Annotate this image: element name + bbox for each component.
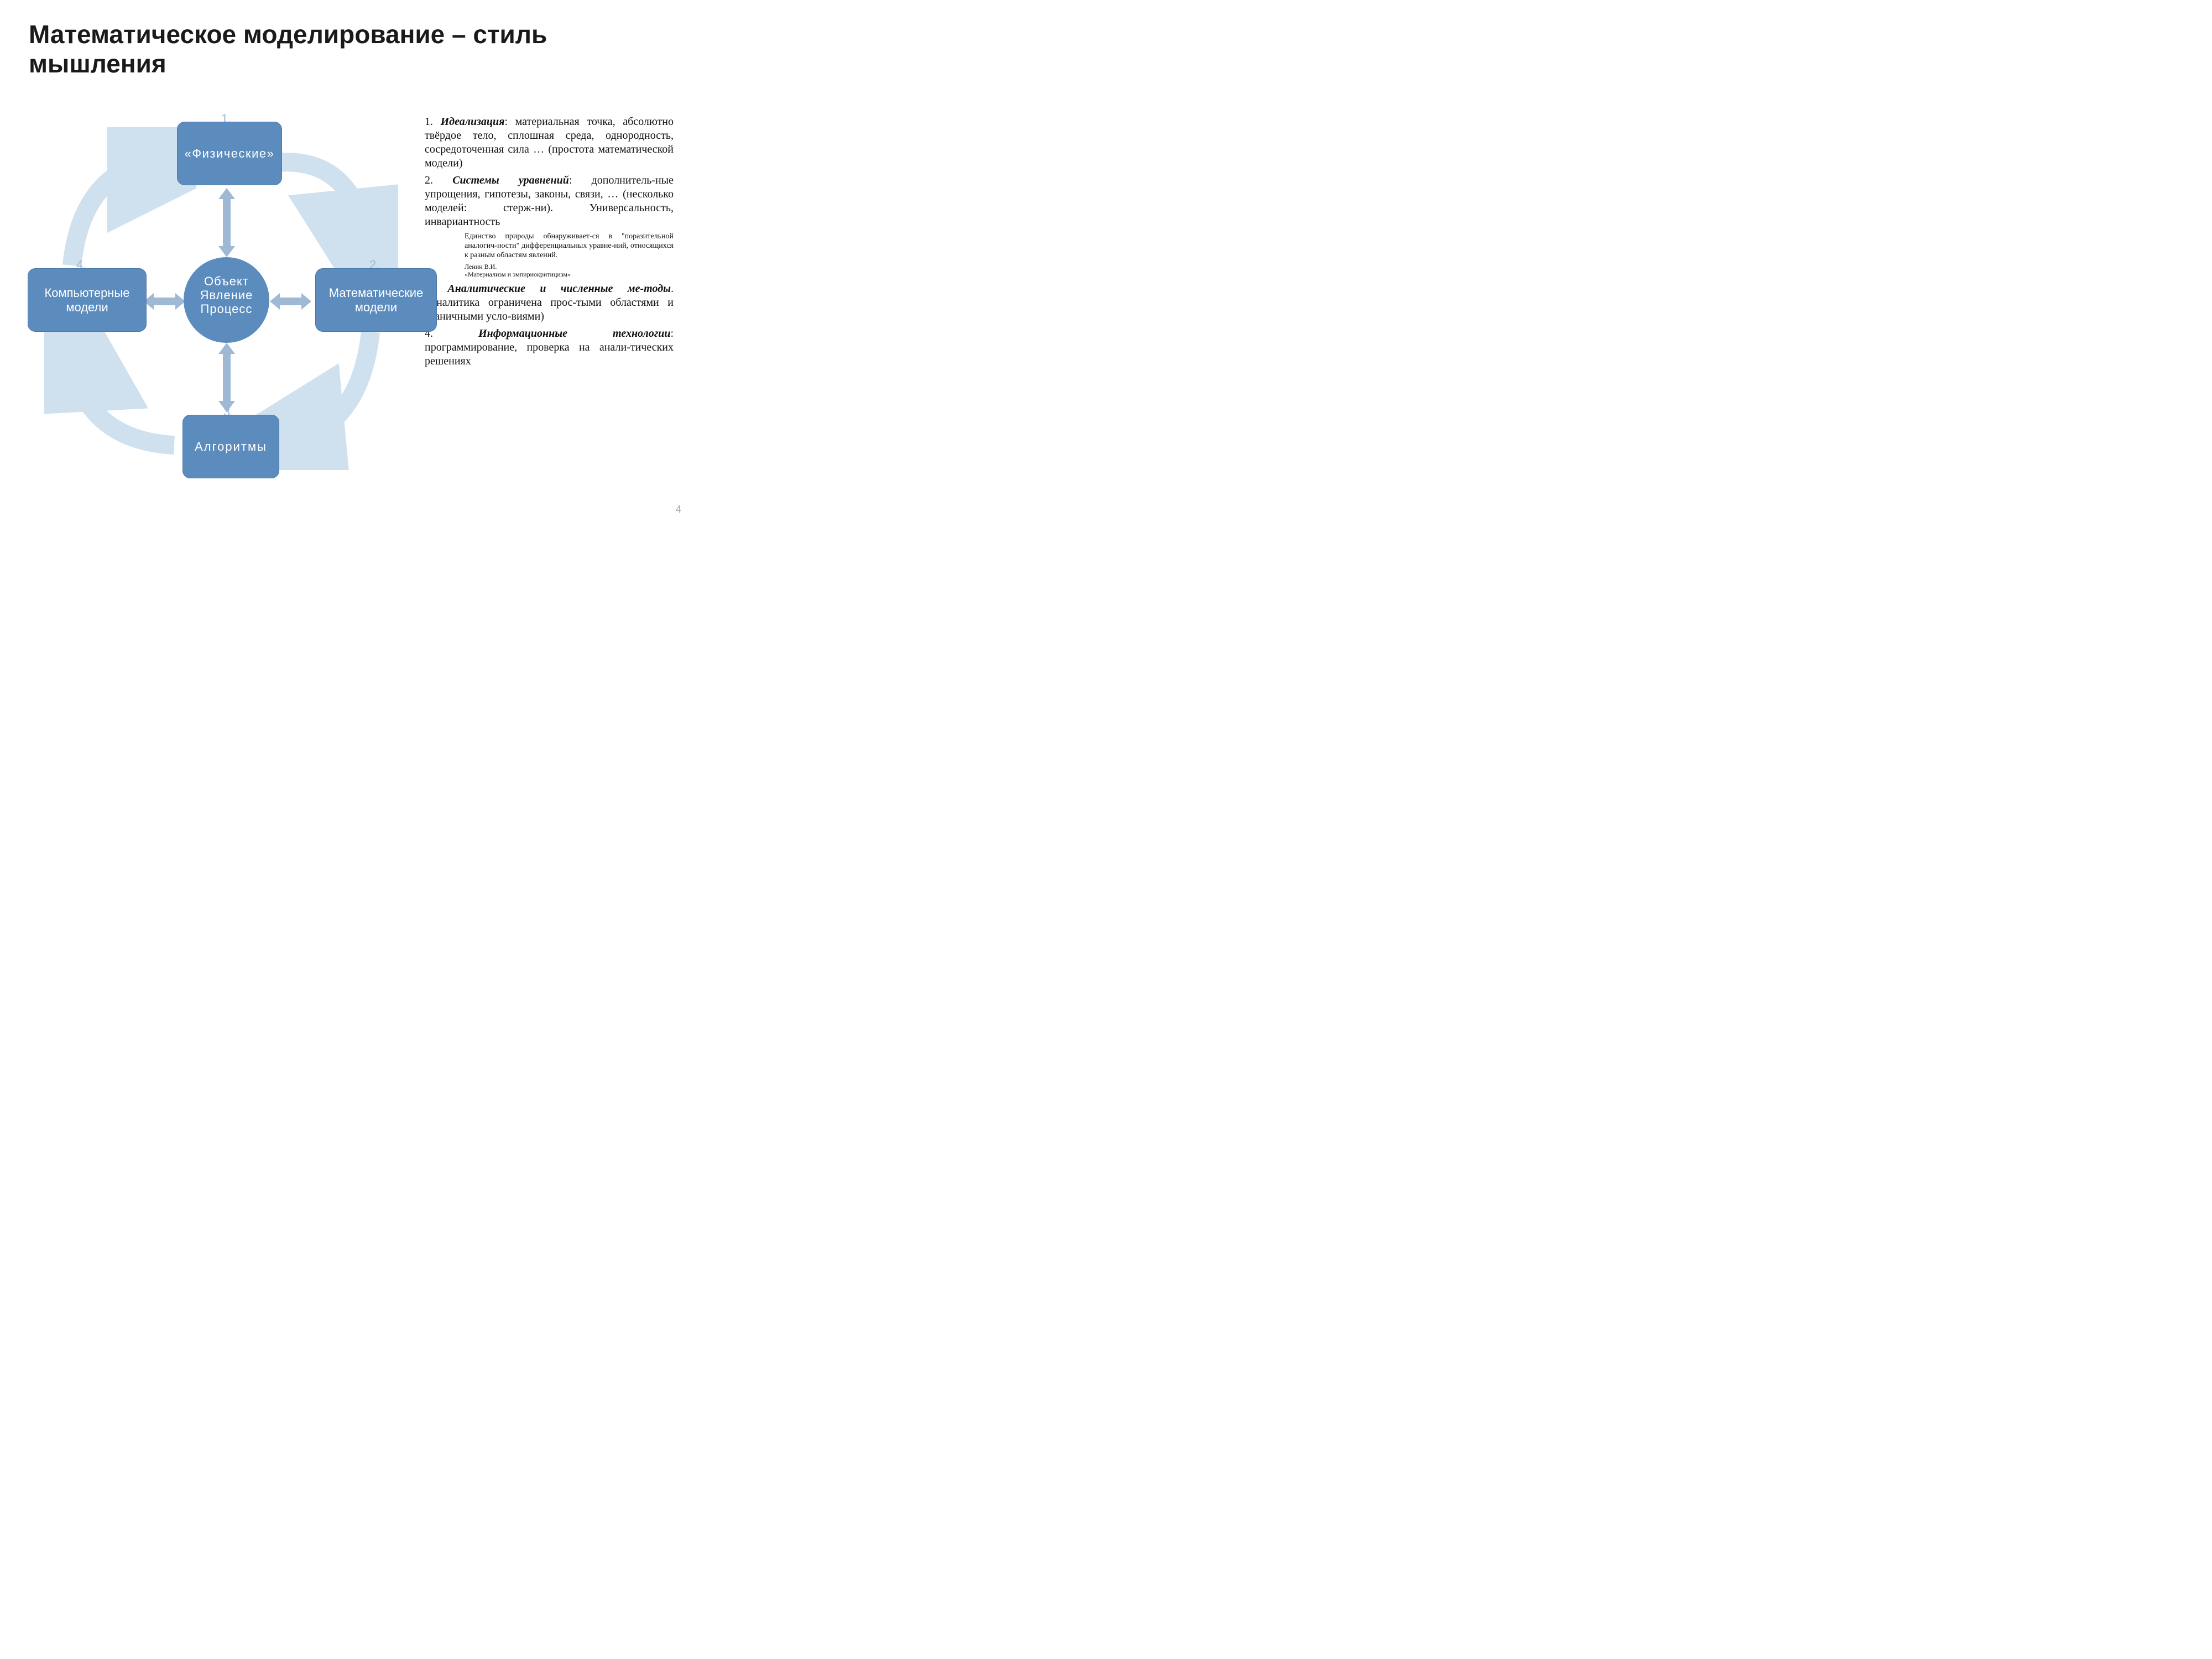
node-bottom: Алгоритмы [182, 415, 279, 478]
p1-num: 1. [425, 116, 441, 128]
text-column: 1. Идеализация: материальная точка, абсо… [425, 115, 674, 372]
p3-term: Аналитические и численные ме-тоды [447, 283, 671, 295]
node-bottom-label: Алгоритмы [195, 440, 267, 453]
node-right: Математические модели [315, 268, 437, 332]
p1-term: Идеализация [441, 116, 505, 128]
para-4: 4. Информационные технологии: программир… [425, 327, 674, 368]
p2-term: Системы уравнений [452, 174, 569, 186]
radial-arrow-up [213, 182, 241, 263]
quote-source: «Материализм и эмпириокритицизм» [465, 270, 571, 278]
para-2: 2. Системы уравнений: дополнитель-ные уп… [425, 174, 674, 229]
center-label: Объект Явление Процесс [200, 274, 253, 316]
cycle-diagram: Объект Явление Процесс 1. 2. 3. 4. «Физи… [22, 105, 420, 492]
node-right-label: Математические модели [321, 286, 431, 314]
node-left: Компьютерные модели [28, 268, 147, 332]
para-3: 3. Аналитические и численные ме-тоды. (А… [425, 282, 674, 324]
cycle-arrow-left-top [53, 127, 196, 282]
p4-term: Информационные технологии [478, 327, 670, 340]
node-left-label: Компьютерные модели [34, 286, 140, 314]
center-node: Объект Явление Процесс [184, 257, 269, 343]
quote-author: Ленин В.И. [465, 263, 497, 270]
cycle-arrow-bottom-left [44, 315, 188, 470]
node-top-label: «Физические» [185, 147, 275, 160]
node-top: «Физические» [177, 122, 282, 185]
para-1: 1. Идеализация: материальная точка, абсо… [425, 115, 674, 170]
p2-num: 2. [425, 174, 452, 186]
radial-arrow-right [264, 288, 317, 315]
page-number: 4 [676, 504, 681, 515]
slide-title: Математическое моделирование – стиль мыш… [29, 20, 675, 79]
quote: Единство природы обнаруживает-ся в "пора… [465, 232, 674, 260]
quote-cite: Ленин В.И. «Материализм и эмпириокритици… [465, 263, 674, 279]
